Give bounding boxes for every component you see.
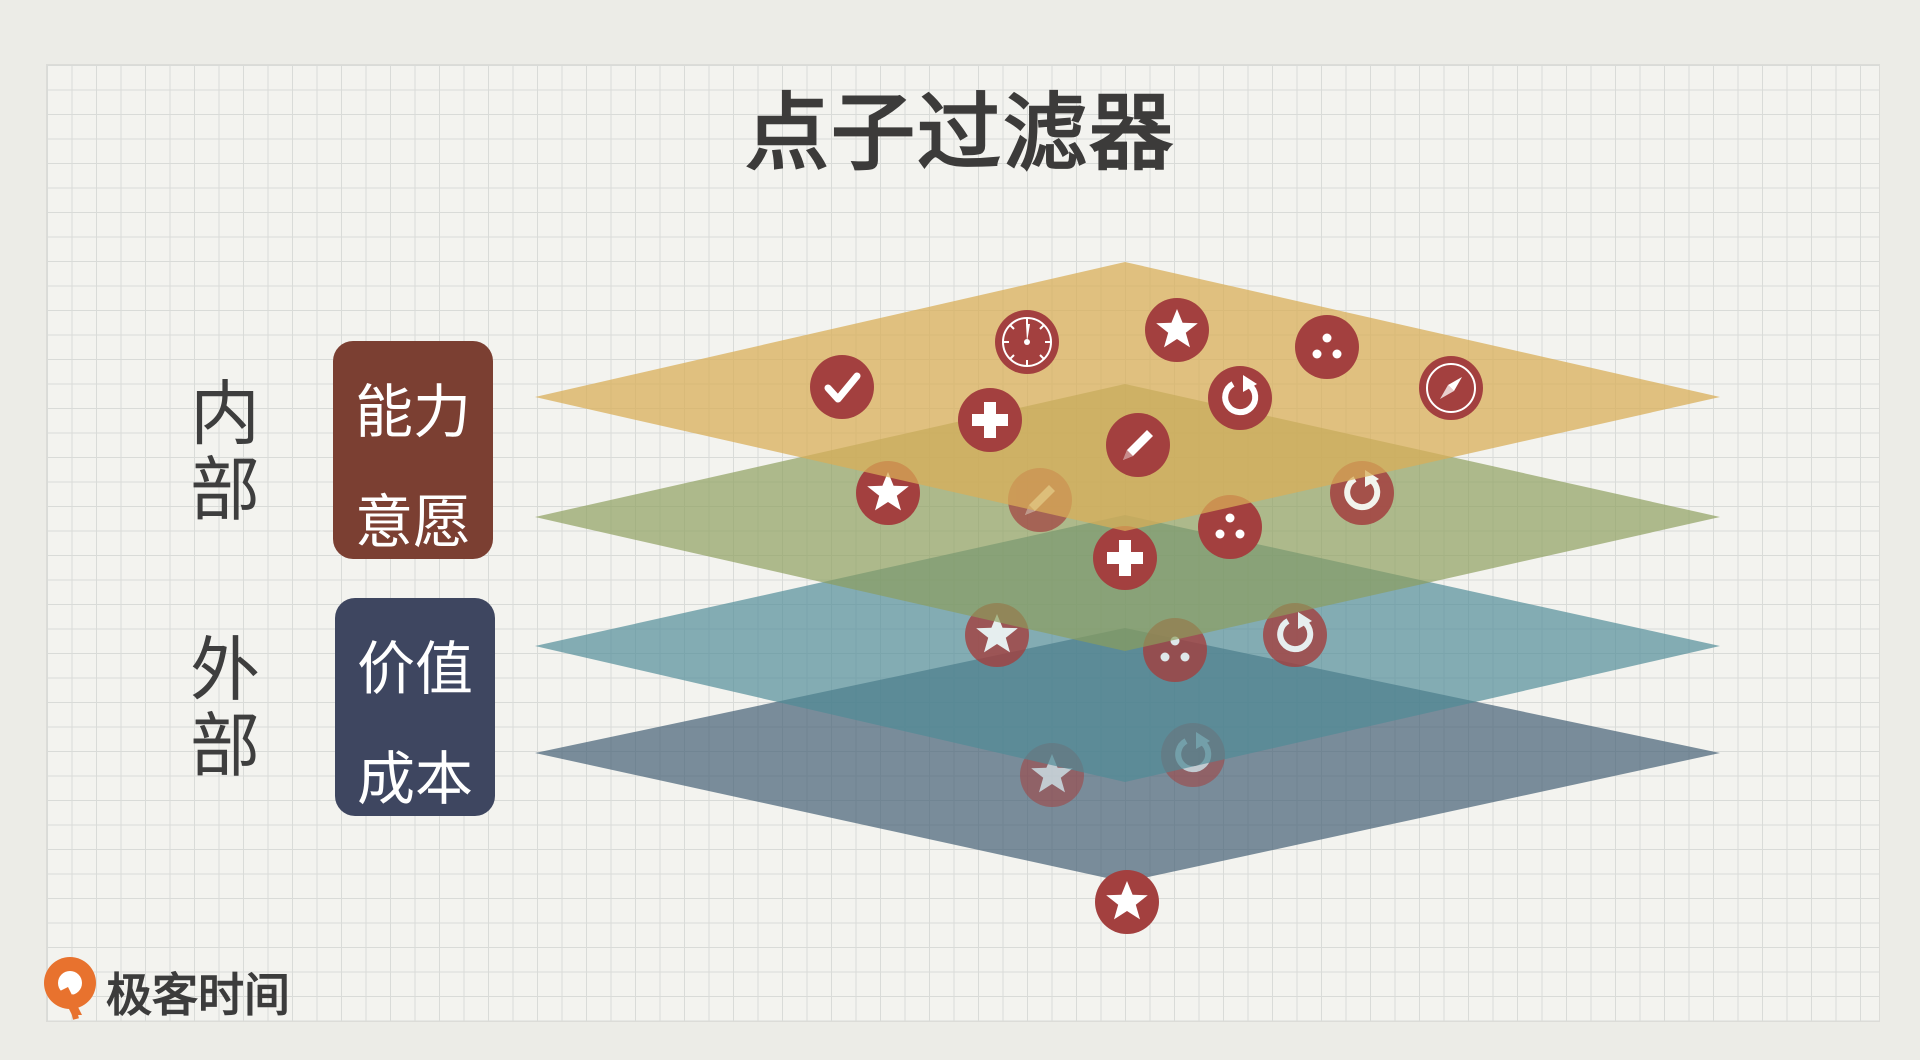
label-internal: 内 部 <box>180 376 270 528</box>
criterion-value: 价值 <box>356 635 473 703</box>
stopwatch-icon <box>994 309 1060 375</box>
plus-icon <box>958 388 1022 452</box>
criterion-cost: 成本 <box>356 745 473 813</box>
geektime-logo-icon <box>44 957 96 1020</box>
dice-icon <box>1295 315 1359 379</box>
star-icon <box>1145 298 1209 362</box>
plus-icon <box>1093 526 1157 590</box>
check-icon <box>810 355 874 419</box>
label-external-char-1: 外 <box>190 629 260 711</box>
output-star-icon <box>1095 870 1159 934</box>
criterion-capability: 能力 <box>354 378 471 446</box>
brand-logo: 极客时间 <box>42 955 312 1022</box>
label-external: 外 部 <box>180 632 270 784</box>
compass-icon <box>1418 355 1484 421</box>
label-internal-char-2: 部 <box>190 449 260 531</box>
internal-criteria-box: 能力 意愿 <box>333 341 493 559</box>
refresh-icon <box>1208 366 1272 430</box>
layer-capability <box>535 262 1720 531</box>
external-criteria-box: 价值 成本 <box>335 598 495 816</box>
criterion-willingness: 意愿 <box>354 488 471 556</box>
page-title: 点子过滤器 <box>744 84 1175 182</box>
label-internal-char-1: 内 <box>190 373 260 455</box>
logo-text: 极客时间 <box>106 968 290 1022</box>
pencil-icon <box>1106 413 1170 477</box>
label-external-char-2: 部 <box>190 705 260 787</box>
